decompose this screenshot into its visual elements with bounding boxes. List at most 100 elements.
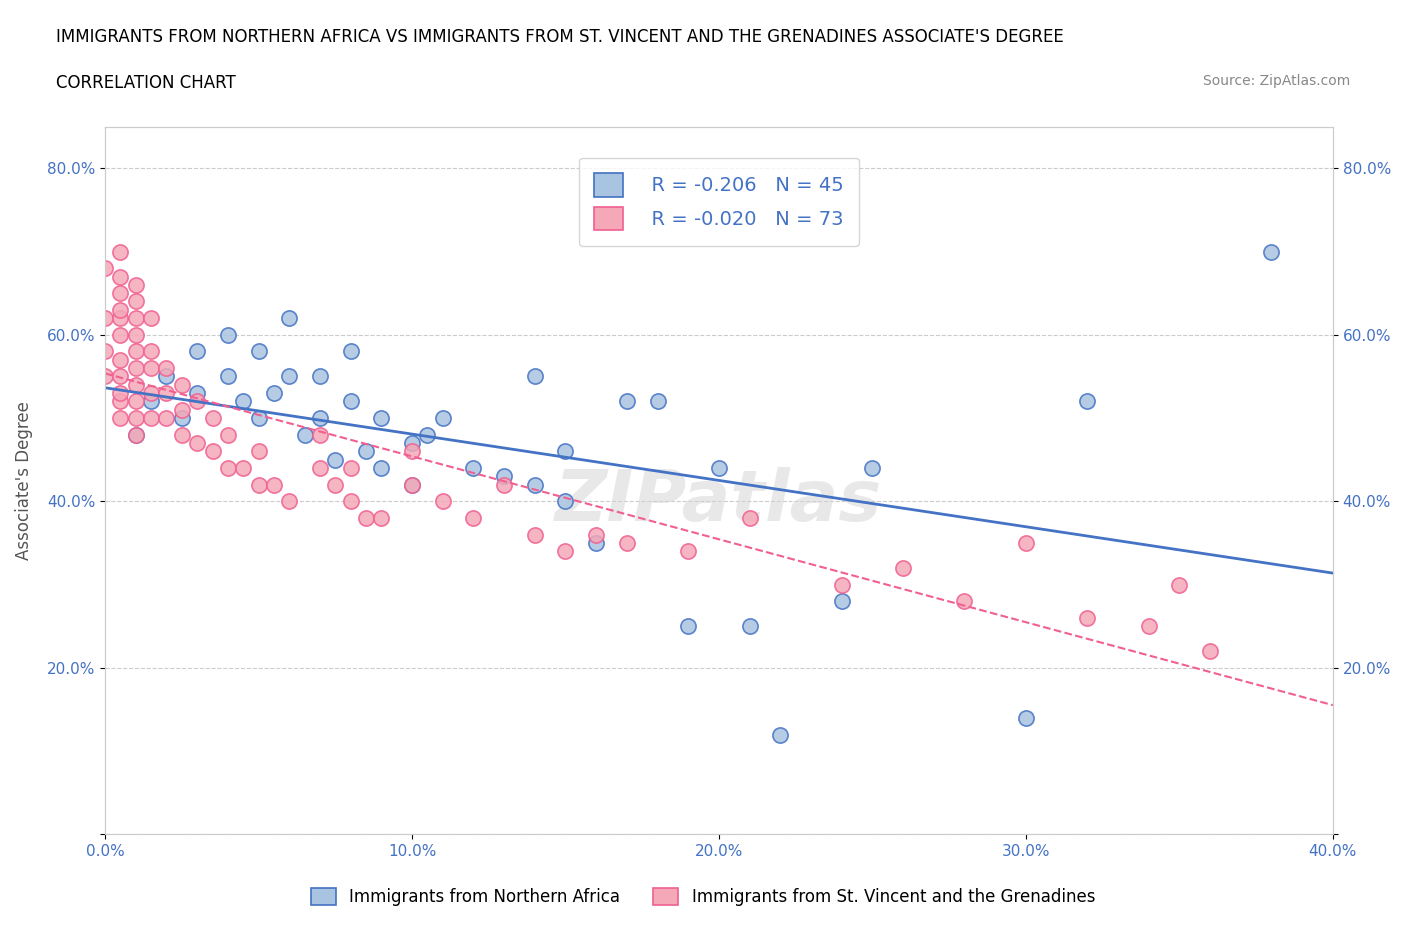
Point	[494, 469, 516, 484]
Point	[217, 369, 239, 384]
Point	[554, 544, 576, 559]
Point	[141, 386, 163, 401]
Point	[110, 352, 132, 367]
Point	[155, 386, 177, 401]
Point	[463, 511, 485, 525]
Point	[110, 369, 132, 384]
Point	[953, 594, 976, 609]
Point	[401, 477, 423, 492]
Point	[125, 427, 148, 442]
Point	[1199, 644, 1222, 658]
Point	[585, 527, 607, 542]
Point	[141, 361, 163, 376]
Y-axis label: Associate's Degree: Associate's Degree	[15, 401, 32, 560]
Point	[831, 594, 853, 609]
Point	[678, 544, 700, 559]
Point	[232, 394, 254, 409]
Point	[309, 427, 332, 442]
Point	[1015, 536, 1038, 551]
Point	[370, 511, 392, 525]
Point	[585, 536, 607, 551]
Point	[125, 311, 148, 325]
Point	[554, 494, 576, 509]
Point	[155, 411, 177, 426]
Point	[170, 403, 193, 418]
Point	[217, 460, 239, 475]
Point	[94, 311, 117, 325]
Point	[616, 536, 638, 551]
Point	[94, 344, 117, 359]
Point	[309, 460, 332, 475]
Point	[323, 452, 346, 467]
Point	[125, 361, 148, 376]
Point	[125, 427, 148, 442]
Point	[186, 386, 208, 401]
Point	[125, 277, 148, 292]
Point	[738, 511, 761, 525]
Point	[141, 411, 163, 426]
Point	[416, 427, 439, 442]
Point	[125, 294, 148, 309]
Point	[170, 427, 193, 442]
Point	[110, 411, 132, 426]
Point	[339, 494, 361, 509]
Point	[339, 394, 361, 409]
Point	[110, 386, 132, 401]
Point	[110, 286, 132, 300]
Point	[94, 260, 117, 275]
Point	[217, 327, 239, 342]
Point	[94, 369, 117, 384]
Point	[125, 378, 148, 392]
Point	[278, 494, 301, 509]
Point	[354, 511, 377, 525]
Point	[170, 378, 193, 392]
Point	[201, 444, 224, 458]
Point	[125, 344, 148, 359]
Text: Source: ZipAtlas.com: Source: ZipAtlas.com	[1202, 74, 1350, 88]
Point	[141, 311, 163, 325]
Point	[494, 477, 516, 492]
Point	[186, 435, 208, 450]
Point	[1076, 610, 1098, 625]
Point	[432, 411, 454, 426]
Point	[339, 460, 361, 475]
Point	[125, 394, 148, 409]
Point	[294, 427, 316, 442]
Point	[354, 444, 377, 458]
Point	[247, 444, 270, 458]
Point	[370, 460, 392, 475]
Point	[278, 369, 301, 384]
Text: IMMIGRANTS FROM NORTHERN AFRICA VS IMMIGRANTS FROM ST. VINCENT AND THE GRENADINE: IMMIGRANTS FROM NORTHERN AFRICA VS IMMIG…	[56, 28, 1064, 46]
Point	[141, 344, 163, 359]
Point	[155, 361, 177, 376]
Point	[401, 477, 423, 492]
Point	[141, 394, 163, 409]
Point	[232, 460, 254, 475]
Point	[278, 311, 301, 325]
Point	[707, 460, 730, 475]
Point	[339, 344, 361, 359]
Point	[647, 394, 669, 409]
Point	[678, 618, 700, 633]
Point	[401, 435, 423, 450]
Point	[432, 494, 454, 509]
Point	[323, 477, 346, 492]
Point	[860, 460, 883, 475]
Point	[170, 411, 193, 426]
Point	[1137, 618, 1160, 633]
Point	[616, 394, 638, 409]
Point	[110, 327, 132, 342]
Point	[831, 578, 853, 592]
Point	[554, 444, 576, 458]
Point	[1015, 711, 1038, 725]
Point	[401, 444, 423, 458]
Point	[247, 344, 270, 359]
Point	[110, 394, 132, 409]
Text: CORRELATION CHART: CORRELATION CHART	[56, 74, 236, 92]
Point	[247, 411, 270, 426]
Legend: Immigrants from Northern Africa, Immigrants from St. Vincent and the Grenadines: Immigrants from Northern Africa, Immigra…	[304, 881, 1102, 912]
Point	[1260, 244, 1282, 259]
Point	[217, 427, 239, 442]
Point	[1168, 578, 1191, 592]
Point	[125, 411, 148, 426]
